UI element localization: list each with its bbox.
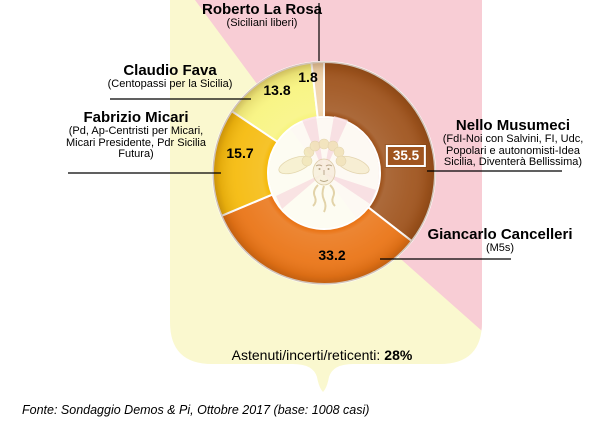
callout-micari: Fabrizio Micari (Pd, Ap-Centristi per Mi… [66,110,206,161]
candidate-party-line: Micari Presidente, Pdr Sicilia [66,136,206,149]
value-label-micari: 15.7 [226,145,254,161]
candidate-party-line: (FdI-Noi con Salvini, FI, Udc, [442,133,584,145]
abstention-label: Astenuti/incerti/reticenti: [231,347,381,363]
trinacria-emblem [269,116,379,228]
callout-musumeci: Nello Musumeci (FdI-Noi con Salvini, FI,… [443,118,584,169]
candidate-name: Giancarlo Cancelleri [427,226,573,243]
candidate-party-line: Popolari e autonomisti-Idea [446,144,580,157]
candidate-name: Nello Musumeci [455,117,571,134]
candidate-name: Fabrizio Micari [83,109,189,126]
candidate-party: (Siciliani liberi) [226,17,298,29]
callout-fava: Claudio Fava (Centopassi per la Sicilia) [108,63,233,91]
candidate-party: (Centopassi per la Sicilia) [107,78,233,90]
value-label-musumeci: 35.5 [385,145,427,167]
callout-cancelleri: Giancarlo Cancelleri (M5s) [427,227,572,255]
candidate-party-line: (Pd, Ap-Centristi per Micari, [68,125,204,137]
candidate-name: Roberto La Rosa [201,1,323,18]
leader-lines [68,3,562,260]
candidate-party-line: Sicilia, Diventerà Bellissima) [443,156,583,168]
value-label-fava: 13.8 [263,82,291,98]
value-label-cancelleri: 33.2 [318,247,346,263]
candidate-party: (M5s) [485,242,515,254]
candidate-party-line: Futura) [118,148,154,160]
callout-la-rosa: Roberto La Rosa (Siciliani liberi) [202,2,322,30]
value-label-la-rosa: 1.8 [298,69,318,85]
source-note: Fonte: Sondaggio Demos & Pi, Ottobre 201… [22,403,370,417]
abstention-value: 28% [384,347,413,363]
abstention-note: Astenuti/incerti/reticenti: 28% [232,347,413,363]
candidate-name: Claudio Fava [123,62,217,79]
